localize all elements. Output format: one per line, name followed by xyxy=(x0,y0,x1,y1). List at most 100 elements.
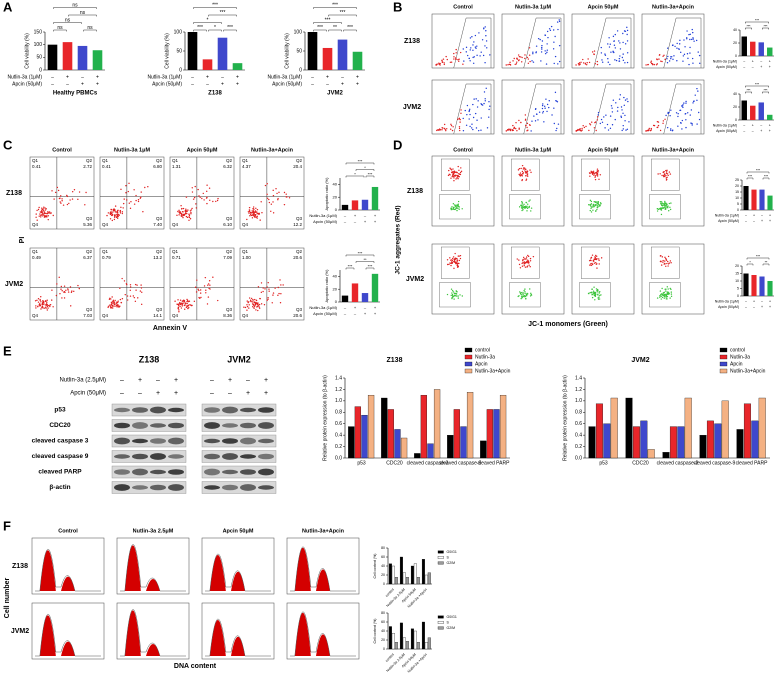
blot-band xyxy=(150,469,166,475)
event-dot xyxy=(454,57,457,59)
event-dot xyxy=(252,213,254,215)
y-tick-label: 0.4 xyxy=(575,432,582,438)
bar xyxy=(400,437,408,459)
event-dot xyxy=(691,57,694,60)
y-tick-label: 0 xyxy=(383,647,385,651)
significance-label: ** xyxy=(363,257,367,262)
event-dot xyxy=(688,63,690,66)
event-dot xyxy=(189,303,191,306)
treatment-sign: + xyxy=(752,59,754,63)
plot-frame xyxy=(169,156,235,230)
event-dot xyxy=(618,98,621,100)
event-dot xyxy=(251,301,254,303)
event-dot xyxy=(46,215,48,217)
event-dot xyxy=(123,280,126,282)
event-dot xyxy=(665,290,667,292)
event-dot xyxy=(449,61,452,63)
gate xyxy=(509,282,541,308)
treatment-sign: – xyxy=(326,81,329,87)
event-dot xyxy=(485,40,488,42)
bar xyxy=(416,577,420,585)
event-dot xyxy=(512,129,515,131)
event-dot xyxy=(116,213,119,215)
event-dot xyxy=(109,218,112,220)
bar xyxy=(424,574,428,585)
event-dot xyxy=(578,64,581,66)
quadrant-value: 7.40 xyxy=(153,222,162,227)
significance-label: *** xyxy=(348,263,353,268)
event-dot xyxy=(113,215,116,217)
bar xyxy=(759,189,765,210)
column-title: Nutlin-3a 1μM xyxy=(515,4,551,10)
event-dot xyxy=(626,61,629,64)
treatment-sign: – xyxy=(210,390,214,397)
event-dot xyxy=(590,263,592,265)
event-dot xyxy=(664,200,666,203)
event-dot xyxy=(451,293,454,296)
bar xyxy=(751,420,759,459)
gate xyxy=(439,282,471,308)
event-dot xyxy=(524,288,526,290)
bar xyxy=(420,394,427,459)
event-dot xyxy=(257,303,259,305)
event-dot xyxy=(439,64,441,66)
event-dot xyxy=(442,58,445,60)
event-dot xyxy=(137,200,140,203)
event-dot xyxy=(183,214,185,216)
event-dot xyxy=(185,209,187,212)
treatment-sign: + xyxy=(354,305,357,310)
event-dot xyxy=(441,129,443,131)
x-axis-label: Healthy PBMCs xyxy=(53,91,98,97)
legend-label: Apcin xyxy=(475,361,488,367)
bar xyxy=(588,426,596,459)
event-dot xyxy=(689,46,691,49)
y-tick-label: 40 xyxy=(381,629,385,633)
event-dot xyxy=(454,204,456,206)
event-dot xyxy=(592,170,595,172)
event-dot xyxy=(270,203,273,205)
event-dot xyxy=(473,98,475,100)
event-dot xyxy=(590,206,593,208)
event-dot xyxy=(607,43,609,45)
event-dot xyxy=(558,20,561,23)
event-dot xyxy=(600,46,602,49)
blot-strip xyxy=(111,419,187,432)
event-dot xyxy=(452,173,455,176)
event-dot xyxy=(667,47,669,49)
event-dot xyxy=(459,171,462,174)
event-dot xyxy=(188,219,190,222)
event-dot xyxy=(278,292,280,295)
blot-band xyxy=(222,423,238,428)
event-dot xyxy=(606,123,609,126)
legend-swatch xyxy=(437,550,444,554)
treatment-sign: – xyxy=(745,213,747,217)
event-dot xyxy=(483,91,486,93)
y-tick-label: 40 xyxy=(333,273,338,278)
event-dot xyxy=(192,198,195,200)
event-dot xyxy=(436,129,438,132)
event-dot xyxy=(191,187,193,189)
histogram-fit xyxy=(120,544,186,592)
event-dot xyxy=(670,262,672,264)
event-dot xyxy=(677,115,679,118)
event-dot xyxy=(545,63,548,65)
event-dot xyxy=(66,203,69,206)
event-dot xyxy=(624,62,626,64)
event-dot xyxy=(439,62,441,65)
event-dot xyxy=(61,290,63,292)
event-dot xyxy=(529,257,532,260)
event-dot xyxy=(59,201,61,203)
treatment-sign: + xyxy=(761,219,763,223)
event-dot xyxy=(54,191,57,194)
event-dot xyxy=(596,63,599,66)
blot-band xyxy=(204,468,220,476)
event-dot xyxy=(39,213,41,215)
event-dot xyxy=(691,122,693,125)
event-dot xyxy=(588,259,591,262)
event-dot xyxy=(119,287,121,290)
event-dot xyxy=(530,292,532,295)
event-dot xyxy=(543,105,546,107)
event-dot xyxy=(667,293,670,295)
event-dot xyxy=(461,295,463,297)
event-dot xyxy=(666,126,669,129)
